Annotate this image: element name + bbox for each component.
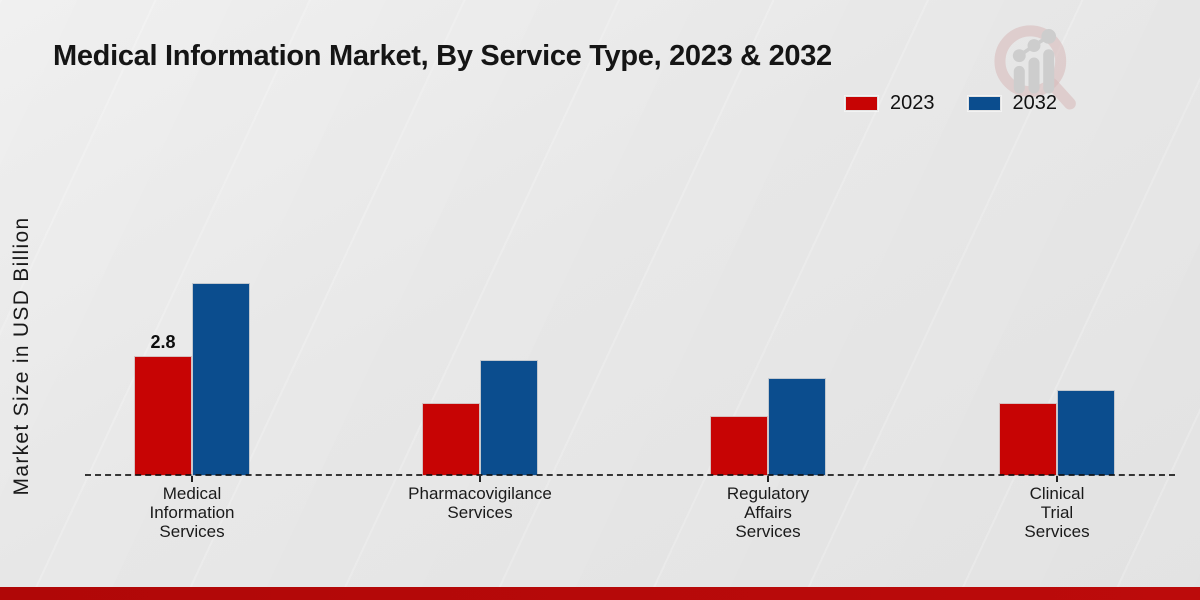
category-label-clinical-trial-services: Clinical Trial Services	[1024, 484, 1090, 541]
bar-2032-clinical-trial-services	[1057, 390, 1115, 476]
footer-accent-strip	[0, 587, 1200, 600]
x-axis-tick-regulatory-affairs-services	[767, 476, 769, 482]
legend-label-2032: 2032	[1012, 92, 1058, 114]
y-axis-label: Market Size in USD Billion	[10, 216, 33, 496]
legend-swatch-2023	[845, 96, 878, 111]
legend-item-2023: 2023	[845, 92, 935, 115]
bar-2023-clinical-trial-services	[999, 403, 1057, 476]
bar-2023-medical-information-services	[134, 356, 192, 476]
x-axis-tick-clinical-trial-services	[1056, 476, 1058, 482]
bar-2032-regulatory-affairs-services	[768, 378, 826, 476]
bar-2023-pharmacovigilance-services	[422, 403, 480, 476]
x-axis-baseline	[85, 474, 1175, 476]
x-axis-tick-medical-information-services	[191, 476, 193, 482]
legend-label-2023: 2023	[890, 92, 935, 114]
bar-2032-pharmacovigilance-services	[480, 360, 538, 476]
magnifier-chart-watermark-logo	[994, 25, 1076, 110]
bar-2032-medical-information-services	[192, 283, 250, 476]
bar-2023-regulatory-affairs-services	[710, 416, 768, 476]
category-label-regulatory-affairs-services: Regulatory Affairs Services	[726, 484, 810, 541]
chart-title: Medical Information Market, By Service T…	[53, 40, 832, 72]
legend-swatch-2032	[967, 96, 1001, 111]
legend: 2023 2032	[845, 92, 1057, 115]
x-axis-tick-pharmacovigilance-services	[479, 476, 481, 482]
legend-item-2032: 2032	[967, 92, 1058, 115]
category-label-medical-information-services: Medical Information Services	[149, 484, 235, 541]
category-label-pharmacovigilance-services: Pharmacovigilance Services	[408, 484, 552, 522]
bar-value-label-2023-medical-information-services: 2.8	[150, 332, 176, 352]
